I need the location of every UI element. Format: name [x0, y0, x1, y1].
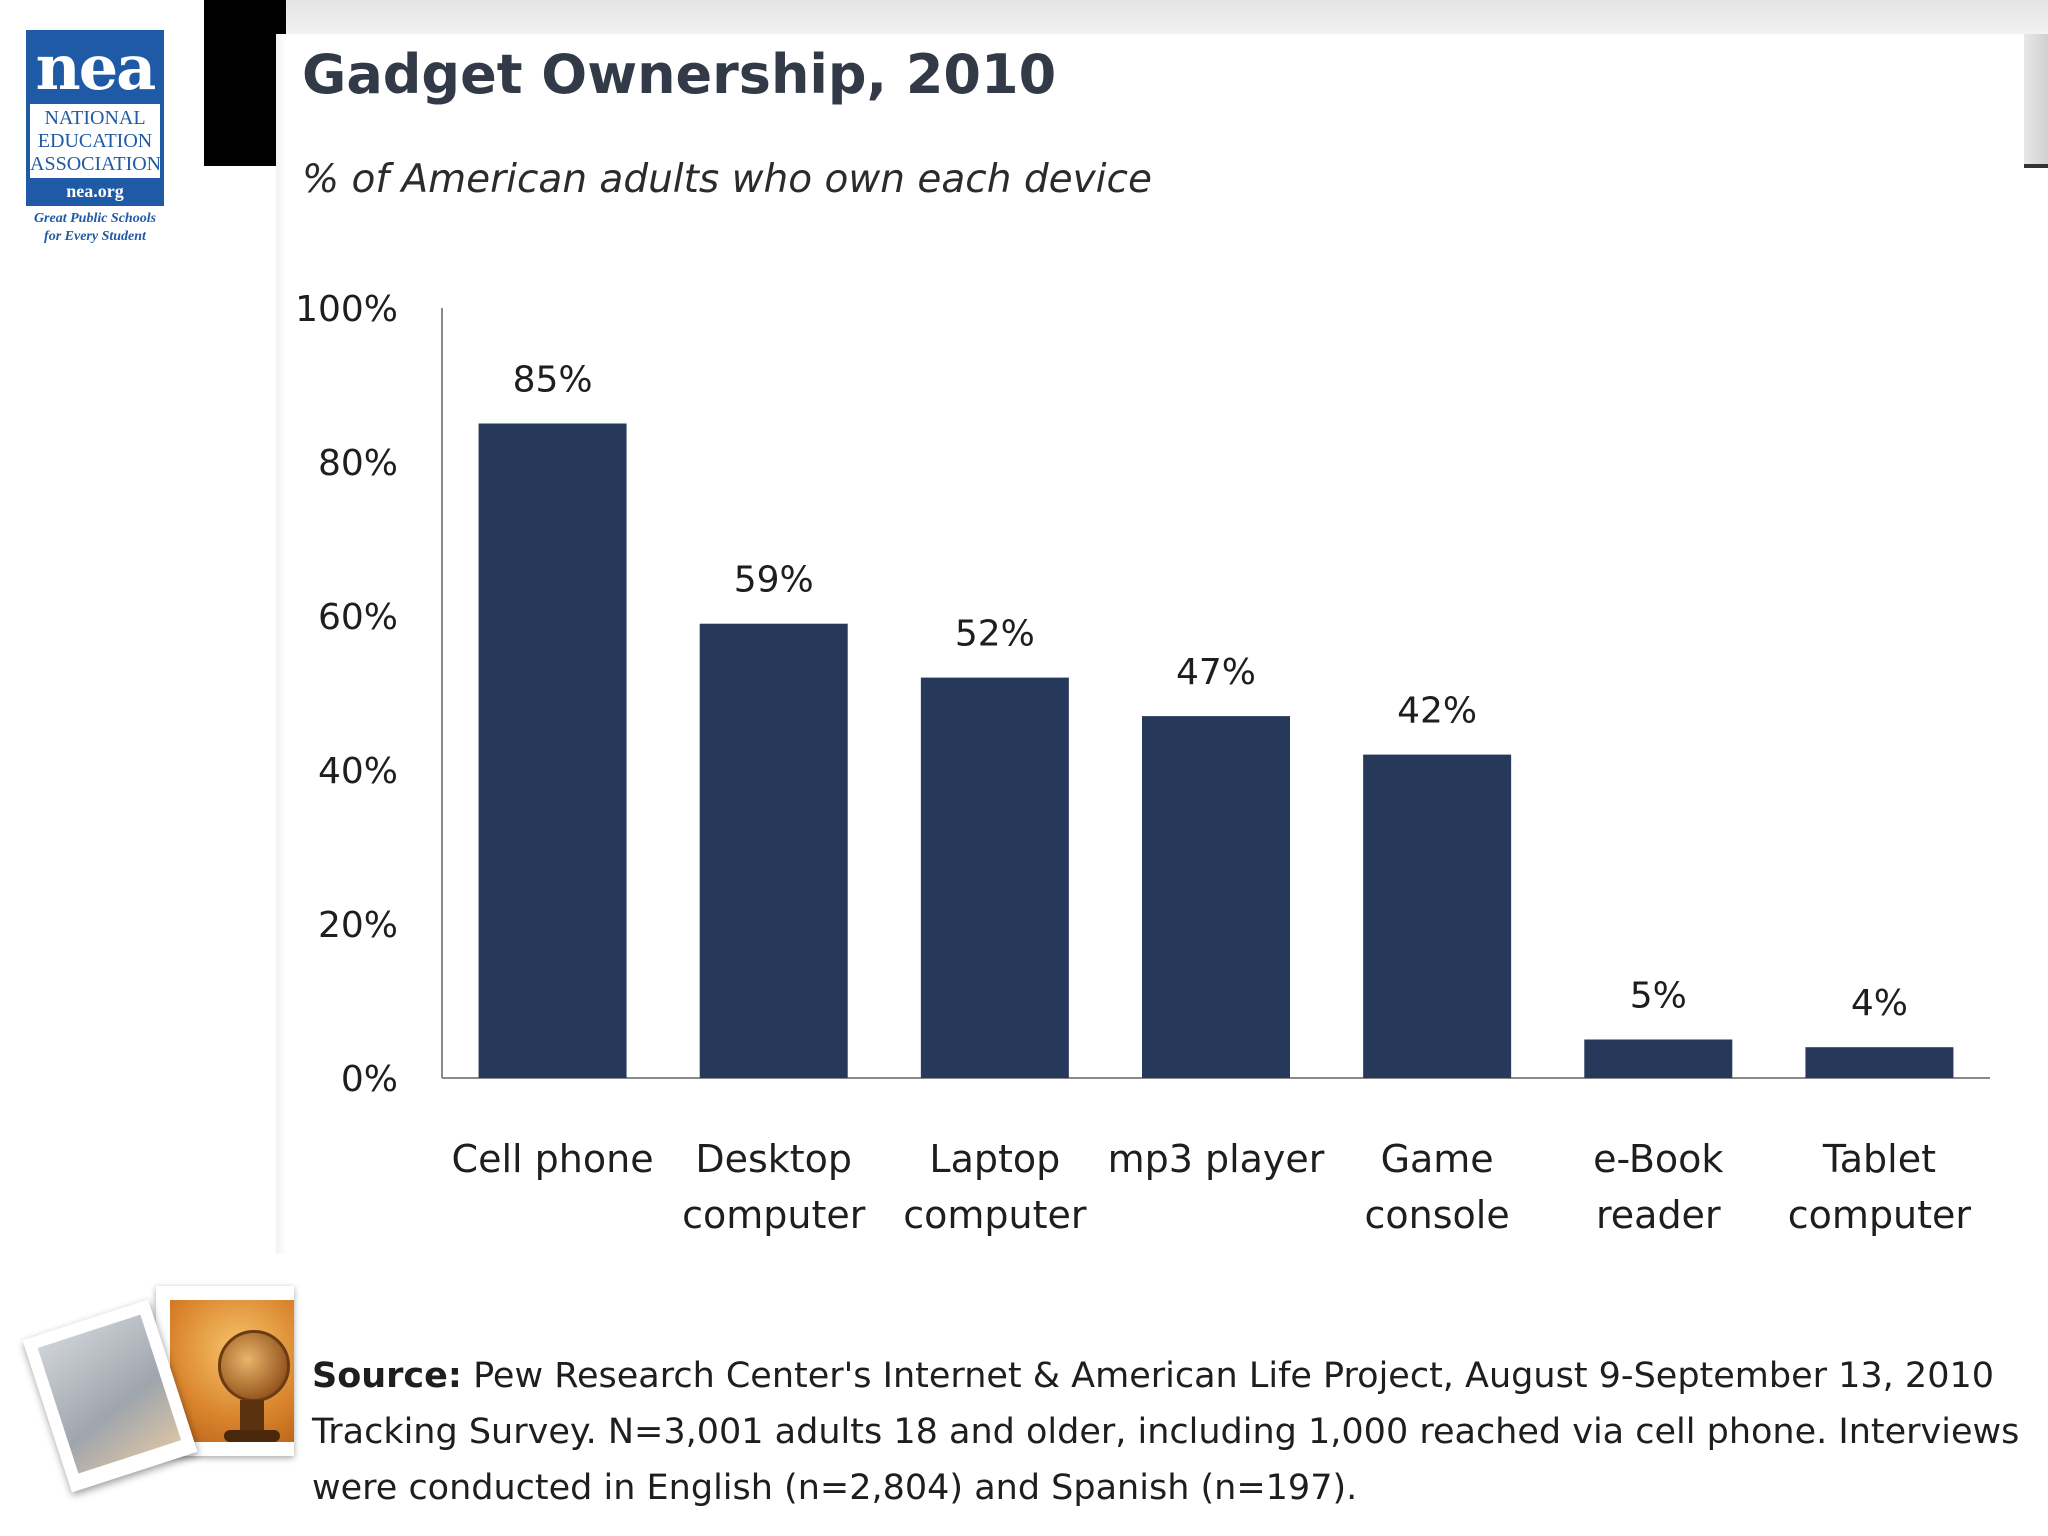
book-photo-image: [37, 1314, 182, 1474]
nea-logo: nea NATIONAL EDUCATION ASSOCIATION nea.o…: [26, 30, 164, 206]
y-tick-label: 100%: [295, 289, 398, 330]
black-decorative-block: [204, 0, 286, 166]
nea-logo-name: NATIONAL EDUCATION ASSOCIATION: [30, 104, 162, 178]
category-label: reader: [1596, 1193, 1721, 1237]
y-tick-label: 60%: [318, 597, 398, 638]
logo-name-line: NATIONAL: [44, 107, 146, 129]
bar: [920, 677, 1069, 1078]
chart-title: Gadget Ownership, 2010: [302, 43, 1057, 106]
category-label: Tablet: [1822, 1137, 1936, 1181]
content-panel-shadow: [276, 34, 286, 1254]
source-text: Pew Research Center's Internet & America…: [312, 1356, 2020, 1508]
category-label: Desktop: [695, 1137, 852, 1181]
logo-name-line: EDUCATION: [37, 130, 153, 152]
logo-tagline: Great Public Schools for Every Student: [22, 210, 168, 246]
bar-value-label: 59%: [734, 560, 814, 601]
bar-value-label: 42%: [1397, 691, 1477, 732]
bar: [1363, 754, 1512, 1078]
logo-tagline-line: for Every Student: [44, 229, 146, 244]
y-tick-label: 40%: [318, 751, 398, 792]
globe-icon: [218, 1330, 290, 1402]
right-decorative-edge: [2024, 34, 2048, 168]
category-label: computer: [903, 1193, 1087, 1237]
y-tick-label: 0%: [341, 1059, 398, 1100]
globe-stand: [240, 1400, 264, 1434]
source-label: Source:: [312, 1356, 462, 1396]
category-label: console: [1365, 1193, 1510, 1237]
category-label: computer: [682, 1193, 866, 1237]
category-label: Laptop: [929, 1137, 1060, 1181]
category-label: computer: [1788, 1193, 1972, 1237]
bar-value-label: 52%: [955, 614, 1035, 655]
y-tick-label: 80%: [318, 443, 398, 484]
category-label: Game: [1381, 1137, 1494, 1181]
bar: [699, 623, 848, 1078]
chart-subtitle: % of American adults who own each device: [302, 157, 1152, 202]
top-decorative-band: [286, 0, 2048, 34]
bar-value-label: 85%: [513, 360, 593, 401]
bar: [1805, 1047, 1954, 1078]
globe-base: [224, 1430, 280, 1442]
category-label: mp3 player: [1108, 1137, 1325, 1181]
logo-name-line: ASSOCIATION: [30, 153, 162, 175]
category-label: Cell phone: [452, 1137, 654, 1181]
logo-tagline-line: Great Public Schools: [33, 211, 157, 226]
globe-photo-background: [170, 1300, 294, 1442]
bar-value-label: 47%: [1176, 652, 1256, 693]
bar-value-label: 4%: [1851, 983, 1908, 1024]
y-tick-label: 20%: [318, 905, 398, 946]
bar-value-label: 5%: [1630, 976, 1687, 1017]
bar: [478, 423, 627, 1078]
category-label: e-Book: [1593, 1137, 1723, 1181]
bar: [1584, 1039, 1733, 1078]
source-note: Source: Pew Research Center's Internet &…: [312, 1348, 2032, 1516]
bar: [1142, 716, 1290, 1078]
nea-logo-mark: nea: [35, 31, 157, 104]
logo-url: nea.org: [66, 181, 124, 201]
